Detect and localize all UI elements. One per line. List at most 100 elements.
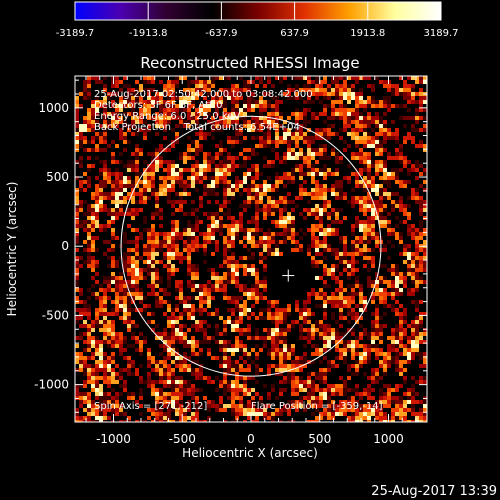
- heatmap-pixel: [419, 96, 423, 100]
- heatmap-pixel: [323, 80, 327, 84]
- heatmap-pixel: [403, 212, 407, 216]
- heatmap-pixel: [371, 104, 375, 108]
- heatmap-pixel: [419, 356, 423, 360]
- heatmap-pixel: [111, 368, 115, 372]
- heatmap-pixel: [139, 348, 143, 352]
- heatmap-pixel: [287, 344, 291, 348]
- heatmap-pixel: [367, 204, 371, 208]
- heatmap-pixel: [287, 232, 291, 236]
- heatmap-pixel: [95, 360, 99, 364]
- heatmap-pixel: [279, 176, 283, 180]
- heatmap-pixel: [359, 288, 363, 292]
- heatmap-pixel: [79, 180, 83, 184]
- x-tick-label: 500: [308, 432, 331, 446]
- heatmap-pixel: [79, 332, 83, 336]
- heatmap-pixel: [407, 196, 411, 200]
- heatmap-pixel: [287, 308, 291, 312]
- heatmap-pixel: [367, 240, 371, 244]
- heatmap-pixel: [119, 160, 123, 164]
- heatmap-pixel: [311, 88, 315, 92]
- heatmap-pixel: [251, 312, 255, 316]
- heatmap-pixel: [383, 80, 387, 84]
- heatmap-pixel: [143, 276, 147, 280]
- heatmap-pixel: [227, 236, 231, 240]
- heatmap-pixel: [231, 392, 235, 396]
- heatmap-pixel: [83, 360, 87, 364]
- heatmap-pixel: [187, 296, 191, 300]
- heatmap-pixel: [171, 400, 175, 404]
- heatmap-pixel: [191, 268, 195, 272]
- heatmap-pixel: [163, 384, 167, 388]
- heatmap-pixel: [203, 96, 207, 100]
- heatmap-pixel: [319, 296, 323, 300]
- heatmap-pixel: [219, 152, 223, 156]
- heatmap-pixel: [363, 300, 367, 304]
- heatmap-pixel: [175, 304, 179, 308]
- heatmap-pixel: [227, 344, 231, 348]
- heatmap-pixel: [115, 92, 119, 96]
- heatmap-pixel: [179, 380, 183, 384]
- heatmap-pixel: [191, 264, 195, 268]
- heatmap-pixel: [355, 76, 359, 80]
- heatmap-pixel: [331, 340, 335, 344]
- heatmap-pixel: [167, 176, 171, 180]
- heatmap-pixel: [335, 268, 339, 272]
- heatmap-pixel: [367, 120, 371, 124]
- heatmap-pixel: [79, 292, 83, 296]
- heatmap-pixel: [323, 328, 327, 332]
- heatmap-pixel: [355, 108, 359, 112]
- heatmap-pixel: [259, 208, 263, 212]
- heatmap-pixel: [367, 276, 371, 280]
- heatmap-pixel: [383, 384, 387, 388]
- heatmap-pixel: [175, 256, 179, 260]
- heatmap-pixel: [195, 244, 199, 248]
- heatmap-pixel: [119, 204, 123, 208]
- heatmap-pixel: [207, 324, 211, 328]
- heatmap-pixel: [179, 260, 183, 264]
- heatmap-pixel: [263, 120, 267, 124]
- heatmap-pixel: [255, 232, 259, 236]
- heatmap-pixel: [375, 204, 379, 208]
- heatmap-pixel: [267, 144, 271, 148]
- heatmap-pixel: [107, 408, 111, 412]
- heatmap-pixel: [359, 392, 363, 396]
- heatmap-pixel: [223, 320, 227, 324]
- heatmap-pixel: [151, 228, 155, 232]
- heatmap-pixel: [119, 132, 123, 136]
- heatmap-pixel: [167, 340, 171, 344]
- heatmap-pixel: [347, 176, 351, 180]
- heatmap-pixel: [259, 136, 263, 140]
- heatmap-pixel: [159, 80, 163, 84]
- heatmap-pixel: [275, 232, 279, 236]
- heatmap-pixel: [263, 276, 267, 280]
- heatmap-pixel: [403, 332, 407, 336]
- heatmap-pixel: [115, 260, 119, 264]
- heatmap-pixel: [287, 152, 291, 156]
- heatmap-pixel: [271, 384, 275, 388]
- heatmap-pixel: [231, 240, 235, 244]
- heatmap-pixel: [331, 108, 335, 112]
- heatmap-pixel: [379, 200, 383, 204]
- heatmap-pixel: [207, 160, 211, 164]
- heatmap-pixel: [151, 76, 155, 80]
- heatmap-pixel: [183, 124, 187, 128]
- heatmap-pixel: [195, 108, 199, 112]
- heatmap-pixel: [135, 368, 139, 372]
- heatmap-pixel: [279, 332, 283, 336]
- heatmap-pixel: [87, 236, 91, 240]
- heatmap-pixel: [423, 76, 427, 80]
- heatmap-pixel: [243, 188, 247, 192]
- heatmap-pixel: [279, 200, 283, 204]
- heatmap-pixel: [215, 388, 219, 392]
- heatmap-pixel: [95, 200, 99, 204]
- heatmap-pixel: [207, 300, 211, 304]
- heatmap-pixel: [275, 408, 279, 412]
- heatmap-pixel: [227, 160, 231, 164]
- heatmap-pixel: [319, 148, 323, 152]
- heatmap-pixel: [415, 300, 419, 304]
- heatmap-pixel: [87, 336, 91, 340]
- heatmap-pixel: [315, 324, 319, 328]
- heatmap-pixel: [375, 192, 379, 196]
- heatmap-pixel: [103, 120, 107, 124]
- heatmap-pixel: [287, 376, 291, 380]
